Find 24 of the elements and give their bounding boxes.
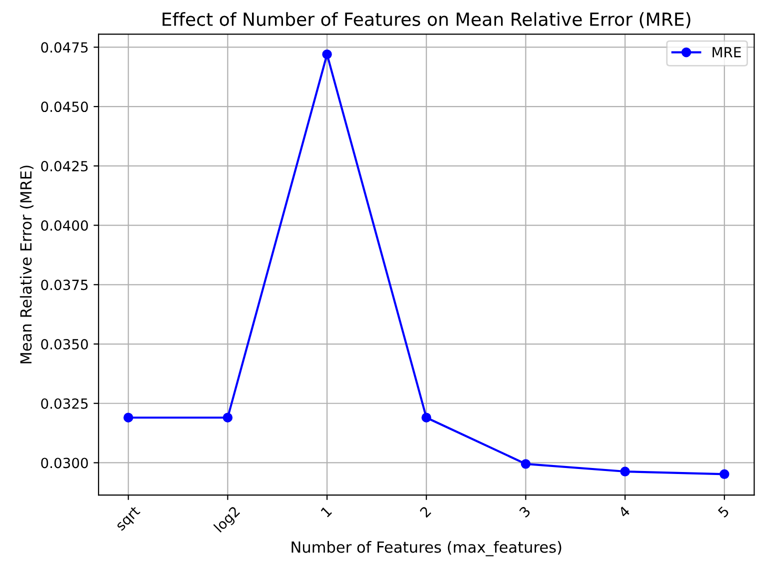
y-tick-label: 0.0300	[41, 458, 88, 468]
y-tick-label: 0.0325	[41, 398, 88, 409]
y-tick-label: 0.0450	[41, 102, 88, 112]
chart-title: Effect of Number of Features on Mean Relative Error (MRE)	[162, 12, 690, 28]
point	[620, 466, 630, 476]
point	[222, 412, 233, 422]
x-tick-label: 3	[518, 506, 531, 518]
point	[123, 412, 134, 422]
point	[720, 469, 730, 479]
y-axis-title: Mean Relative Error (MRE)	[20, 166, 34, 364]
legend-label: MRE	[712, 47, 741, 58]
y-tick-label: 0.0425	[41, 160, 88, 172]
x-tick-label: 4	[618, 506, 630, 518]
x-tick-label: 1	[320, 506, 332, 518]
y-tick-label: 0.0375	[41, 280, 88, 290]
point	[422, 412, 432, 422]
point	[520, 459, 531, 469]
y-tick-label: 0.0400	[41, 220, 88, 231]
point	[322, 49, 332, 60]
x-tick-label: 5	[718, 506, 730, 518]
y-tick-label: 0.0475	[41, 42, 88, 53]
x-axis-title: Number of Features (max_features)	[292, 541, 562, 556]
x-tick-label: 2	[419, 506, 432, 518]
y-tick-label: 0.0350	[41, 338, 88, 350]
